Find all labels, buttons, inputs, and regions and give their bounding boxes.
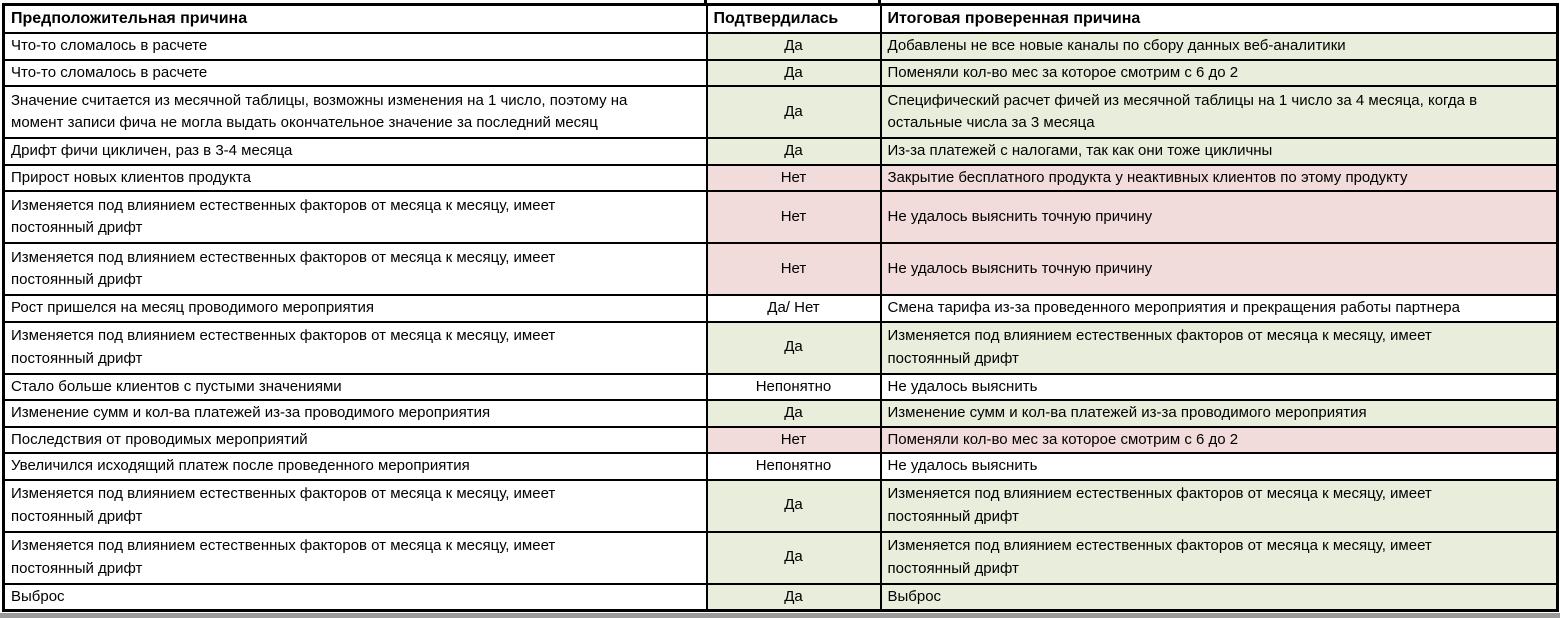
confirmed-cell[interactable]: Да/ Нет bbox=[705, 294, 882, 323]
column-header-final-cause[interactable]: Итоговая проверенная причина bbox=[879, 3, 1559, 34]
confirmed-cell[interactable]: Непонятно bbox=[705, 372, 882, 401]
table-row: Изменяется под влиянием естественных фак… bbox=[2, 320, 1559, 375]
final-cause-cell[interactable]: Не удалось выяснить bbox=[879, 372, 1559, 401]
presumed-cause-cell[interactable]: Что-то сломалось в расчете bbox=[2, 58, 708, 87]
confirmed-cell[interactable]: Да bbox=[705, 530, 882, 585]
presumed-cause-cell[interactable]: Что-то сломалось в расчете bbox=[2, 32, 708, 61]
presumed-cause-cell[interactable]: Прирост новых клиентов продукта bbox=[2, 163, 708, 192]
table-row: Изменяется под влиянием естественных фак… bbox=[2, 242, 1559, 296]
presumed-cause-cell[interactable]: Выброс bbox=[2, 582, 708, 612]
presumed-cause-cell[interactable]: Стало больше клиентов с пустыми значения… bbox=[2, 372, 708, 401]
presumed-cause-cell[interactable]: Дрифт фичи цикличен, раз в 3-4 месяца bbox=[2, 137, 708, 166]
table-row: Изменение сумм и кол-ва платежей из-за п… bbox=[2, 399, 1559, 428]
gridline-stub bbox=[878, 0, 881, 3]
final-cause-cell[interactable]: Поменяли кол-во мес за которое смотрим с… bbox=[879, 58, 1559, 87]
confirmed-cell[interactable]: Да bbox=[705, 582, 882, 612]
gridline-stub bbox=[704, 0, 707, 3]
table-row: Что-то сломалось в расчете Да Поменяли к… bbox=[2, 58, 1559, 87]
presumed-cause-cell[interactable]: Изменяется под влиянием естественных фак… bbox=[2, 530, 708, 585]
final-cause-cell[interactable]: Изменяется под влиянием естественных фак… bbox=[879, 320, 1559, 375]
cropped-gridline-strip-bottom bbox=[0, 612, 1560, 618]
final-cause-cell[interactable]: Специфический расчет фичей из месячной т… bbox=[879, 85, 1559, 139]
column-header-presumed-cause[interactable]: Предположительная причина bbox=[2, 3, 708, 34]
presumed-cause-cell[interactable]: Значение считается из месячной таблицы, … bbox=[2, 85, 708, 139]
final-cause-cell[interactable]: Не удалось выяснить точную причину bbox=[879, 242, 1559, 296]
table-row: Изменяется под влиянием естественных фак… bbox=[2, 530, 1559, 585]
table-row: Изменяется под влиянием естественных фак… bbox=[2, 478, 1559, 533]
table-row: Значение считается из месячной таблицы, … bbox=[2, 85, 1559, 139]
table-row: Дрифт фичи цикличен, раз в 3-4 месяца Да… bbox=[2, 137, 1559, 166]
final-cause-cell[interactable]: Добавлены не все новые каналы по сбору д… bbox=[879, 32, 1559, 61]
confirmed-cell[interactable]: Да bbox=[705, 32, 882, 61]
presumed-cause-cell[interactable]: Изменяется под влиянием естественных фак… bbox=[2, 320, 708, 375]
confirmed-cell[interactable]: Да bbox=[705, 478, 882, 533]
final-cause-cell[interactable]: Не удалось выяснить bbox=[879, 452, 1559, 481]
final-cause-cell[interactable]: Изменение сумм и кол-ва платежей из-за п… bbox=[879, 399, 1559, 428]
table-body: Что-то сломалось в расчете Да Добавлены … bbox=[2, 32, 1559, 612]
table-row: Прирост новых клиентов продукта Нет Закр… bbox=[2, 163, 1559, 192]
confirmed-cell[interactable]: Нет bbox=[705, 190, 882, 244]
table-row: Увеличился исходящий платеж после провед… bbox=[2, 452, 1559, 481]
confirmed-cell[interactable]: Да bbox=[705, 399, 882, 428]
presumed-cause-cell[interactable]: Изменяется под влиянием естественных фак… bbox=[2, 190, 708, 244]
presumed-cause-cell[interactable]: Последствия от проводимых мероприятий bbox=[2, 425, 708, 454]
final-cause-cell[interactable]: Закрытие бесплатного продукта у неактивн… bbox=[879, 163, 1559, 192]
confirmed-cell[interactable]: Нет bbox=[705, 163, 882, 192]
table-row: Выброс Да Выброс bbox=[2, 582, 1559, 612]
table-row: Последствия от проводимых мероприятий Не… bbox=[2, 425, 1559, 454]
cropped-gridline-strip-top bbox=[2, 0, 1556, 3]
table-row: Рост пришелся на месяц проводимого мероп… bbox=[2, 294, 1559, 323]
final-cause-cell[interactable]: Из-за платежей с налогами, так как они т… bbox=[879, 137, 1559, 166]
presumed-cause-cell[interactable]: Рост пришелся на месяц проводимого мероп… bbox=[2, 294, 708, 323]
presumed-cause-cell[interactable]: Увеличился исходящий платеж после провед… bbox=[2, 452, 708, 481]
confirmed-cell[interactable]: Непонятно bbox=[705, 452, 882, 481]
confirmed-cell[interactable]: Да bbox=[705, 137, 882, 166]
confirmed-cell[interactable]: Да bbox=[705, 85, 882, 139]
final-cause-cell[interactable]: Выброс bbox=[879, 582, 1559, 612]
header-row: Предположительная причина Подтвердилась … bbox=[2, 3, 1559, 34]
causes-verification-table: Предположительная причина Подтвердилась … bbox=[2, 3, 1559, 612]
final-cause-cell[interactable]: Изменяется под влиянием естественных фак… bbox=[879, 530, 1559, 585]
final-cause-cell[interactable]: Смена тарифа из-за проведенного мероприя… bbox=[879, 294, 1559, 323]
table-row: Изменяется под влиянием естественных фак… bbox=[2, 190, 1559, 244]
final-cause-cell[interactable]: Изменяется под влиянием естественных фак… bbox=[879, 478, 1559, 533]
column-header-confirmed[interactable]: Подтвердилась bbox=[705, 3, 882, 34]
presumed-cause-cell[interactable]: Изменение сумм и кол-ва платежей из-за п… bbox=[2, 399, 708, 428]
table-row: Что-то сломалось в расчете Да Добавлены … bbox=[2, 32, 1559, 61]
final-cause-cell[interactable]: Поменяли кол-во мес за которое смотрим с… bbox=[879, 425, 1559, 454]
confirmed-cell[interactable]: Нет bbox=[705, 425, 882, 454]
table-row: Стало больше клиентов с пустыми значения… bbox=[2, 372, 1559, 401]
confirmed-cell[interactable]: Нет bbox=[705, 242, 882, 296]
final-cause-cell[interactable]: Не удалось выяснить точную причину bbox=[879, 190, 1559, 244]
presumed-cause-cell[interactable]: Изменяется под влиянием естественных фак… bbox=[2, 242, 708, 296]
confirmed-cell[interactable]: Да bbox=[705, 58, 882, 87]
confirmed-cell[interactable]: Да bbox=[705, 320, 882, 375]
presumed-cause-cell[interactable]: Изменяется под влиянием естественных фак… bbox=[2, 478, 708, 533]
